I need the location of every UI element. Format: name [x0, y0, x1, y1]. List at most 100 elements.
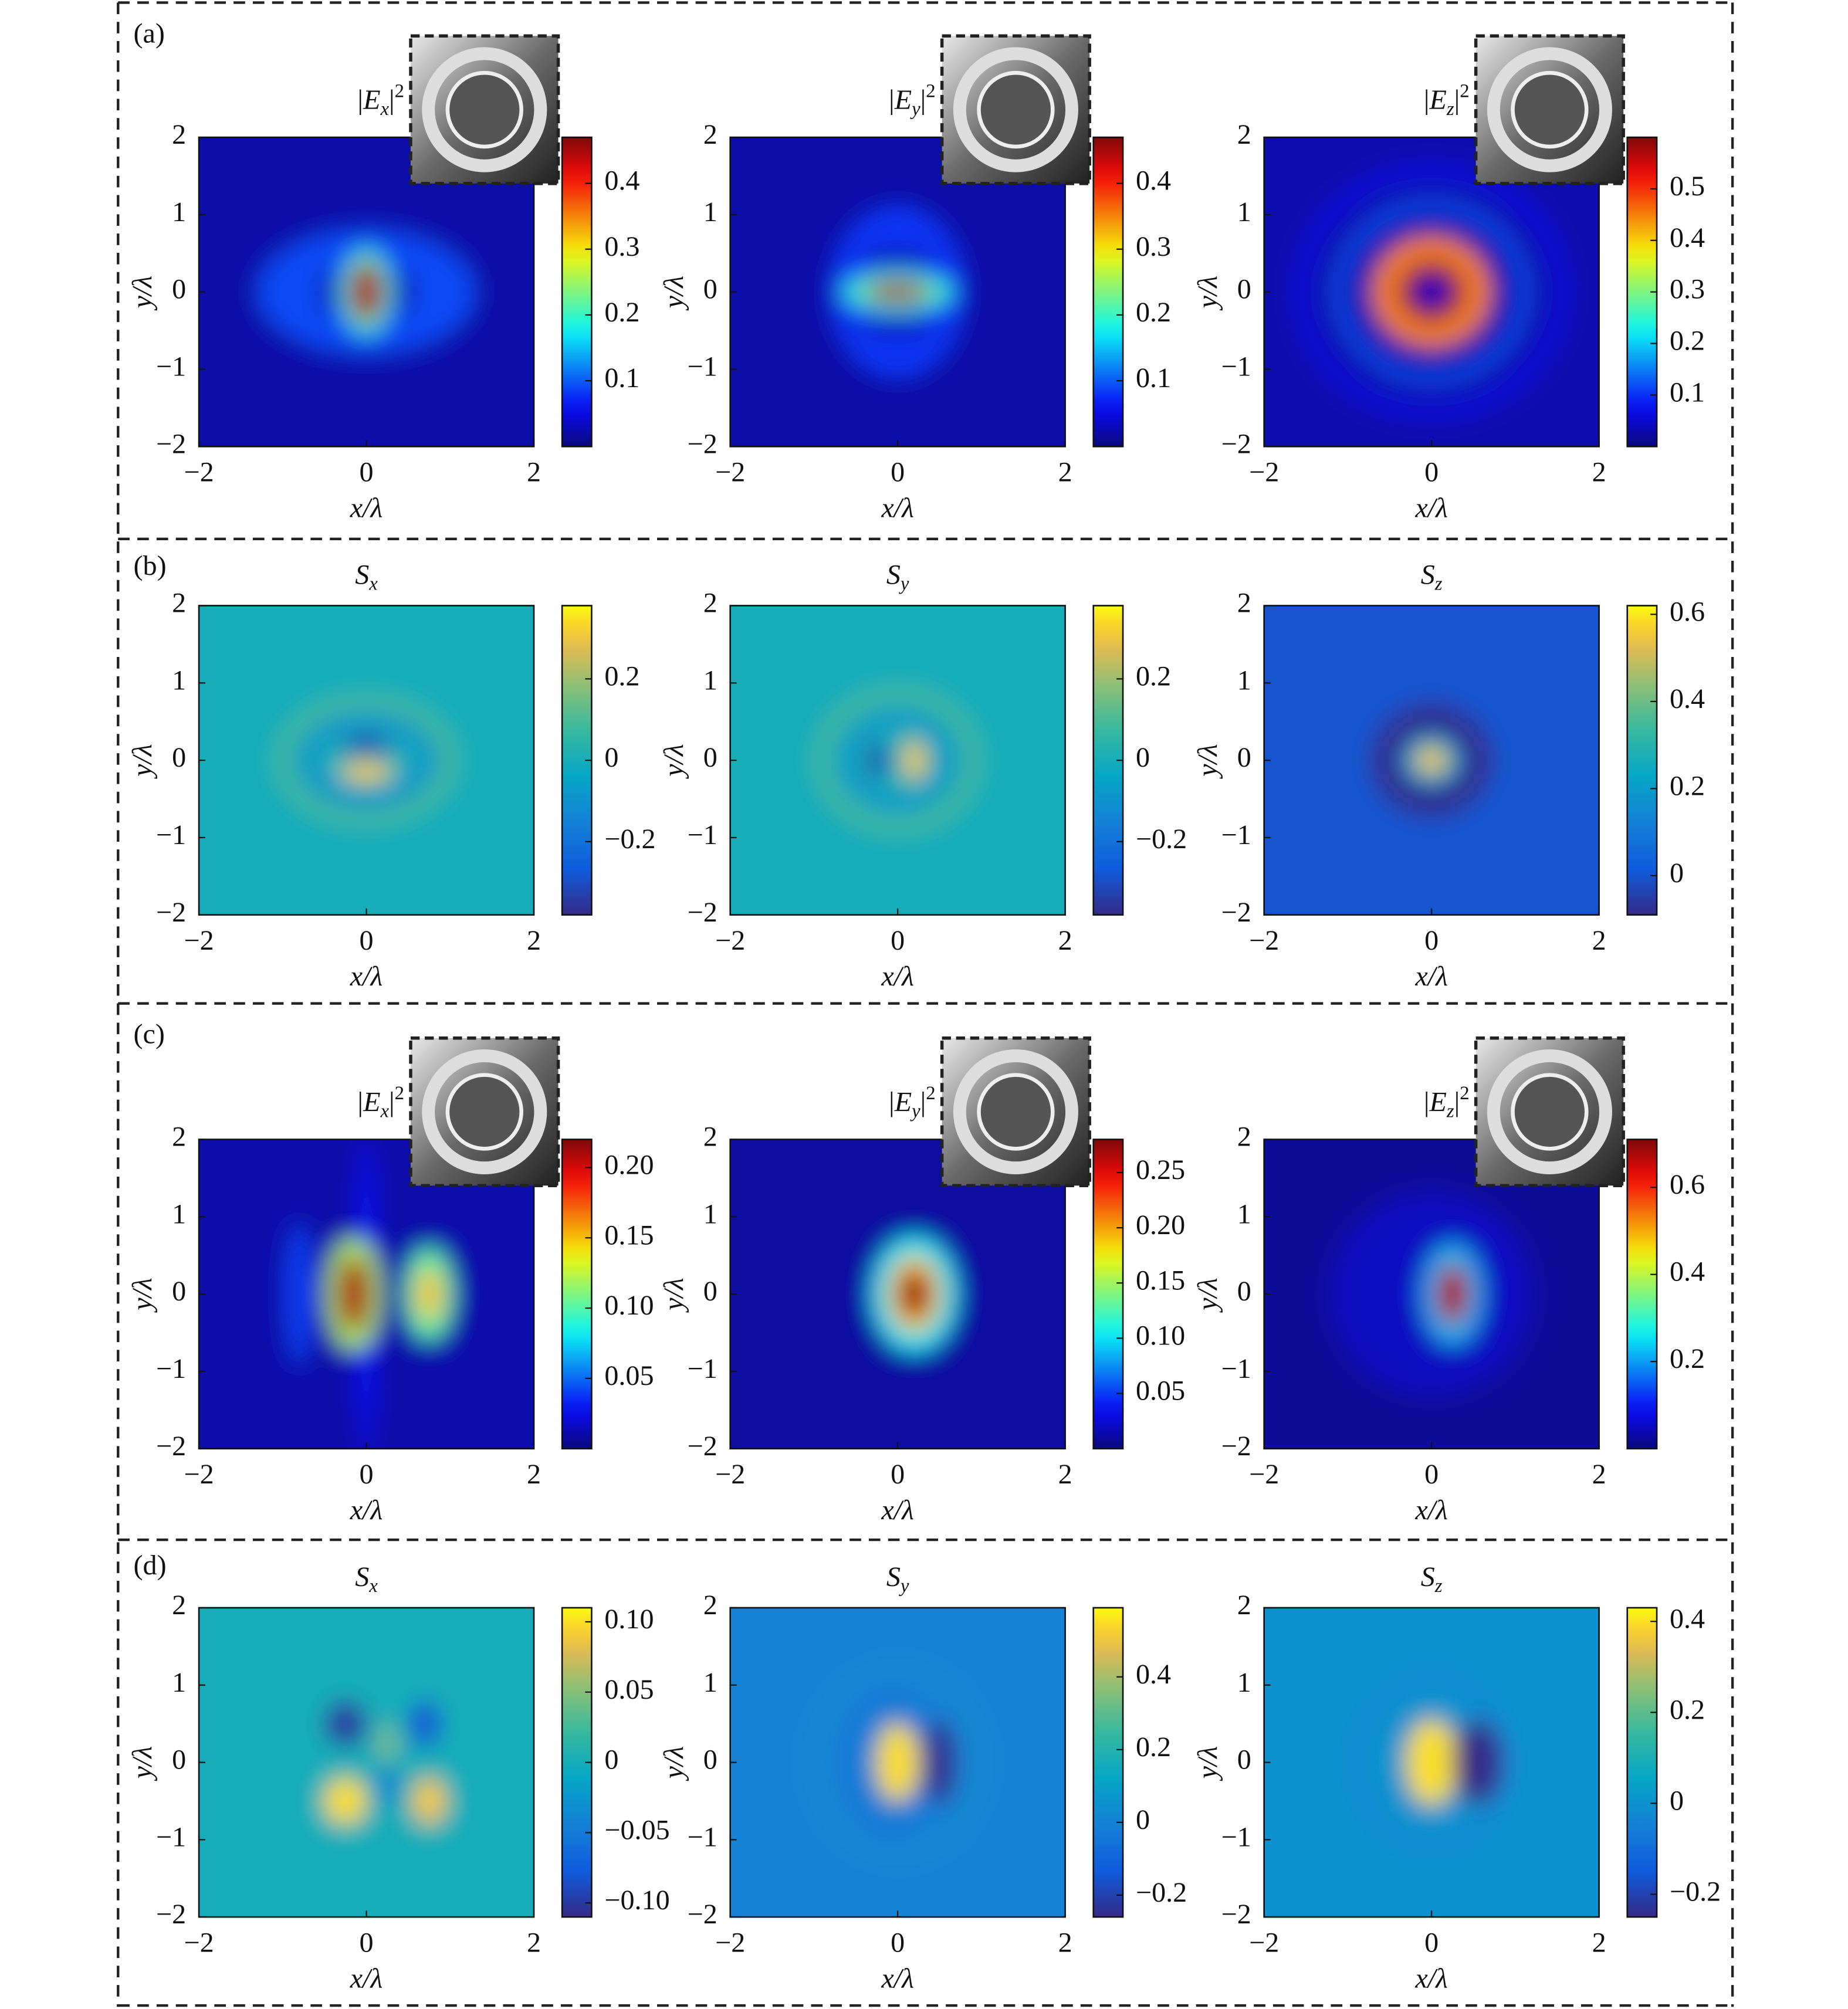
y-axis-label: y/λ [658, 1278, 689, 1313]
title-part: | [920, 84, 926, 116]
chart-title: |Ez|2 [1424, 1082, 1470, 1122]
y-tick-label: −1 [688, 1821, 717, 1852]
field-feature [408, 1700, 442, 1747]
colorbar-tick-label: 0.2 [604, 660, 639, 692]
x-axis-label: x/λ [881, 493, 914, 524]
field-feature [324, 1777, 367, 1824]
title-part: | [1454, 1087, 1460, 1118]
y-tick-label: −1 [1221, 351, 1251, 382]
title-part: z [1446, 1100, 1454, 1122]
title-part: | [889, 84, 895, 116]
x-axis-label: x/λ [1414, 961, 1448, 992]
colorbar-tick-label: 0.4 [1670, 222, 1705, 253]
field-feature [922, 1720, 957, 1805]
chart-title: Sx [355, 559, 378, 594]
title-part: x [380, 99, 389, 120]
colorbar-tick-label: 0.4 [1670, 683, 1705, 714]
inset-core [977, 70, 1055, 149]
y-tick-label: −2 [688, 428, 717, 459]
colorbar [1092, 1139, 1124, 1450]
title-part: | [389, 1087, 395, 1118]
y-tick-label: 2 [172, 1590, 186, 1621]
x-tick-label: 0 [1424, 1927, 1439, 1958]
y-tick-label: −1 [1221, 1821, 1251, 1852]
colorbar-tick-label: 0.10 [604, 1604, 654, 1635]
y-axis-label: y/λ [1192, 744, 1223, 780]
x-tick-label: 0 [360, 1927, 374, 1958]
inset-ring [1487, 47, 1612, 172]
x-axis-label: x/λ [1414, 1495, 1448, 1526]
x-tick-label: 2 [1058, 925, 1072, 956]
panel-label: (b) [134, 550, 167, 581]
field-feature [898, 1269, 932, 1319]
y-tick-label: 0 [172, 1744, 186, 1776]
x-tick-label: −2 [715, 1927, 745, 1958]
chart-title: |Ey|2 [889, 1082, 936, 1122]
heatmap-chart: −2 0 2 −2 −1 0 1 2 x/λ y/λ 0.2 0 −0.2 Sx [127, 559, 655, 992]
colorbar-tick-label: −0.2 [1136, 1877, 1187, 1908]
title-part: z [1434, 573, 1443, 594]
title-part: | [1454, 84, 1460, 116]
title-part: 2 [395, 1082, 404, 1103]
colorbar-tick-label: 0.6 [1670, 596, 1705, 627]
field-feature [286, 1224, 312, 1364]
colorbar-tick-label: 0.3 [1136, 231, 1171, 262]
colorbar-tick-label: 0.2 [1136, 660, 1171, 692]
field-feature [378, 1723, 396, 1763]
y-tick-label: 2 [1237, 119, 1251, 150]
phase-inset [1474, 34, 1625, 185]
inset-frame [1474, 1036, 1625, 1188]
y-tick-label: 1 [172, 1198, 186, 1229]
colorbar-tick-label: 0.5 [1670, 171, 1705, 202]
x-tick-label: −2 [715, 456, 745, 487]
y-tick-label: −1 [156, 819, 186, 851]
y-tick-label: 0 [172, 742, 186, 773]
y-tick-label: 0 [1237, 742, 1251, 773]
y-tick-label: −1 [156, 351, 186, 382]
field-feature [412, 1777, 446, 1824]
colorbar-tick-label: −0.2 [1136, 824, 1187, 855]
colorbar [1626, 1139, 1658, 1450]
x-tick-label: 0 [1424, 925, 1439, 956]
x-tick-label: −2 [1249, 1459, 1279, 1490]
field-feature [1452, 1720, 1503, 1805]
field-feature [276, 696, 456, 825]
title-part: y [899, 1575, 909, 1596]
x-tick-label: 2 [1592, 925, 1606, 956]
y-tick-label: −1 [688, 351, 717, 382]
colorbar [1626, 1607, 1658, 1918]
colorbar-tick-label: 0 [1136, 742, 1150, 773]
x-tick-label: 0 [360, 1459, 374, 1490]
y-axis-label: y/λ [1192, 276, 1223, 311]
field-feature [904, 741, 925, 780]
colorbar-tick-label: 0.2 [1136, 1732, 1171, 1763]
title-part: 2 [926, 1082, 935, 1103]
title-part: S [886, 1561, 901, 1593]
y-tick-label: 1 [1237, 1198, 1251, 1229]
field-background [730, 605, 1065, 915]
title-part: y [910, 99, 920, 120]
x-tick-label: 0 [1424, 456, 1439, 487]
y-tick-label: 2 [172, 119, 186, 150]
title-part: S [355, 559, 369, 590]
x-tick-label: 2 [527, 925, 541, 956]
x-tick-label: −2 [184, 925, 214, 956]
inset-ring [1487, 1049, 1612, 1175]
colorbar-tick-label: 0.3 [604, 231, 639, 262]
colorbar-tick-label: 0.05 [1136, 1376, 1185, 1407]
inset-core [1511, 70, 1589, 149]
chart-title: |Ex|2 [357, 1082, 404, 1122]
x-tick-label: 0 [891, 456, 905, 487]
x-tick-label: 0 [891, 1927, 905, 1958]
field-feature [810, 1665, 986, 1859]
colorbar-tick-label: 0.6 [1670, 1169, 1705, 1200]
colorbar [561, 1139, 593, 1450]
y-tick-label: 2 [172, 1122, 186, 1153]
colorbar [1626, 605, 1658, 916]
y-tick-label: −2 [1221, 1899, 1251, 1930]
y-tick-label: −2 [688, 1431, 717, 1462]
field [730, 605, 1065, 915]
title-part: E [894, 1087, 912, 1118]
